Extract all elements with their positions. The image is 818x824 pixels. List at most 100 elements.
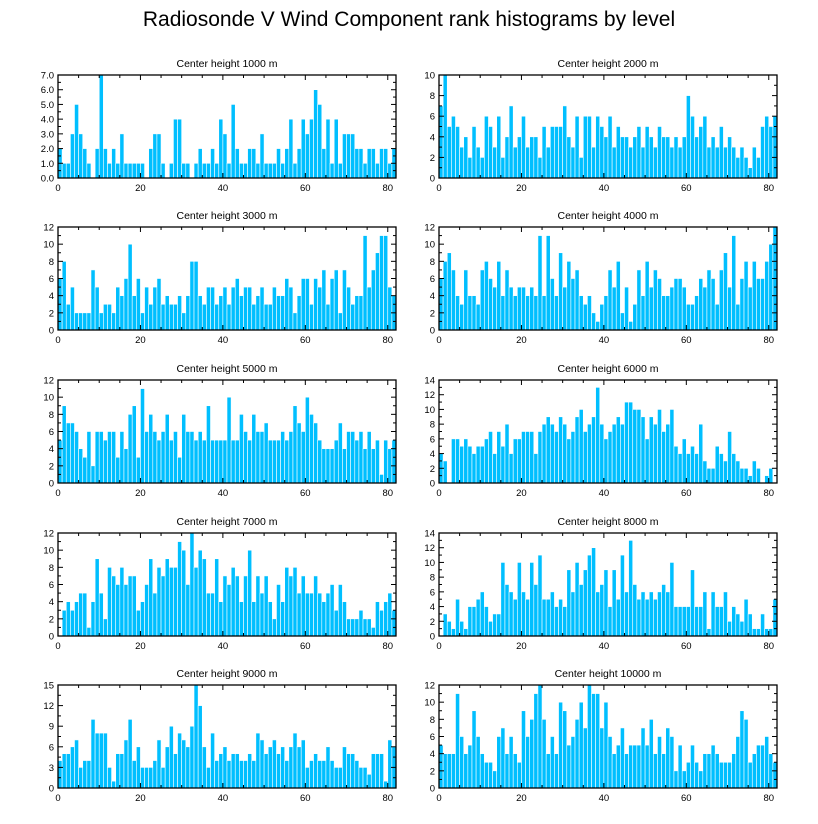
y-tick-label: 8	[430, 257, 435, 268]
histogram-bar	[578, 295, 584, 331]
histogram-bar	[599, 126, 605, 179]
histogram-bar	[333, 767, 339, 789]
histogram-bar	[582, 431, 588, 484]
histogram-bar	[177, 295, 182, 331]
histogram-bar	[545, 753, 551, 789]
histogram-bar	[537, 431, 543, 484]
histogram-bar	[123, 584, 129, 637]
histogram-bar	[276, 148, 281, 179]
histogram-bar	[284, 278, 290, 331]
x-tick-label: 60	[681, 641, 692, 652]
y-tick-label: 2	[430, 617, 435, 628]
histogram-bar	[479, 269, 485, 331]
histogram-bar	[467, 744, 473, 789]
histogram-bar	[292, 567, 298, 637]
histogram-bar	[379, 753, 384, 789]
histogram-bar	[115, 286, 121, 331]
histogram-bar	[272, 618, 277, 637]
x-tick-label: 40	[599, 335, 610, 346]
histogram-bar	[131, 575, 137, 637]
histogram-bar	[764, 115, 770, 179]
histogram-bar	[127, 162, 133, 179]
y-tick-label: 0	[49, 479, 54, 490]
histogram-bar	[611, 569, 617, 637]
histogram-bar	[517, 438, 522, 484]
histogram-bar	[366, 618, 372, 637]
histogram-bar	[201, 746, 207, 789]
histogram-bar	[255, 732, 261, 789]
histogram-bar	[756, 467, 761, 484]
histogram-bar	[768, 243, 774, 331]
histogram-bar	[280, 746, 286, 789]
histogram-bar	[723, 591, 728, 637]
histogram-bar	[686, 95, 691, 179]
histogram-bar	[107, 303, 112, 331]
histogram-bar	[549, 591, 555, 637]
histogram-bar	[661, 295, 667, 331]
histogram-bar	[206, 162, 211, 179]
histogram-bar	[764, 628, 770, 637]
histogram-bar	[653, 598, 658, 637]
x-tick-label: 0	[436, 793, 441, 804]
histogram-bar	[496, 736, 502, 789]
histogram-bar	[512, 598, 518, 637]
histogram-bar	[587, 115, 592, 179]
histogram-bar	[243, 162, 248, 179]
histogram-bar	[636, 126, 642, 179]
histogram-bar	[325, 118, 331, 179]
histogram-bar	[582, 727, 588, 789]
x-tick-label: 0	[55, 793, 60, 804]
histogram-bar	[111, 148, 117, 179]
histogram-bar	[541, 295, 547, 331]
histogram-bar	[173, 118, 178, 179]
histogram-bar	[152, 133, 158, 179]
histogram-bar	[566, 261, 572, 331]
histogram-bar	[686, 303, 691, 331]
histogram-bar	[644, 261, 650, 331]
histogram-bar	[263, 575, 269, 637]
histogram-bar	[230, 439, 236, 484]
histogram-bar	[488, 620, 493, 637]
histogram-bar	[484, 606, 489, 637]
histogram-bar	[541, 719, 547, 789]
histogram-bar	[309, 760, 314, 789]
histogram-bar	[321, 601, 327, 637]
histogram-bar	[342, 269, 347, 331]
histogram-bar	[562, 286, 568, 331]
histogram-bar	[475, 146, 481, 179]
histogram-bar	[148, 767, 154, 789]
histogram-bar	[296, 746, 302, 789]
x-tick-label: 20	[135, 335, 146, 346]
histogram-bar	[78, 133, 84, 179]
histogram-bar	[78, 448, 84, 484]
histogram-bar	[78, 312, 84, 331]
histogram-bar	[218, 753, 224, 789]
histogram-bar	[350, 431, 356, 484]
histogram-bar	[65, 601, 71, 637]
histogram-bar	[587, 423, 592, 484]
histogram-bar	[210, 732, 215, 789]
histogram-bar	[206, 405, 211, 484]
histogram-bar	[140, 388, 145, 484]
y-tick-label: 6	[49, 274, 54, 285]
histogram-bar	[74, 739, 79, 789]
histogram-bar	[521, 115, 526, 179]
histogram-bar	[206, 592, 211, 637]
histogram-bar	[193, 439, 199, 484]
histogram-bar	[354, 760, 360, 789]
histogram-bar	[702, 753, 708, 789]
histogram-bar	[657, 409, 662, 484]
histogram-bar	[446, 753, 452, 789]
histogram-bar	[508, 453, 514, 484]
histogram-bar	[587, 295, 592, 331]
x-tick-label: 80	[382, 335, 393, 346]
histogram-bar	[272, 162, 277, 179]
y-tick-label: 10	[43, 546, 54, 557]
histogram-bar	[710, 278, 716, 331]
histogram-bar	[127, 719, 133, 789]
histogram-bar	[383, 439, 389, 484]
histogram-bar	[504, 753, 510, 789]
histogram-bar	[620, 727, 625, 789]
histogram-bar	[690, 115, 695, 179]
histogram-bar	[222, 286, 228, 331]
